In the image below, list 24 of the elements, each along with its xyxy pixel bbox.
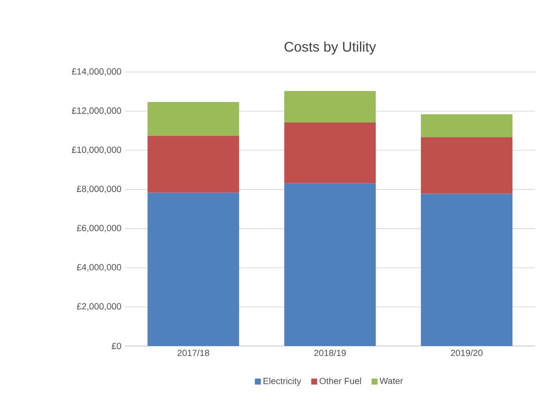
y-tick-label: £14,000,000 — [72, 68, 122, 76]
y-tick-label: £8,000,000 — [76, 186, 122, 194]
x-tick-label: 2017/18 — [178, 350, 210, 356]
bar — [148, 192, 240, 346]
legend-label: Water — [380, 378, 403, 384]
bar — [420, 114, 512, 138]
bar — [284, 183, 376, 346]
legend-label: Other Fuel — [320, 378, 361, 384]
bar — [420, 137, 512, 194]
bar — [420, 194, 512, 346]
x-tick-label: 2018/19 — [314, 350, 346, 356]
y-tick-label: £6,000,000 — [76, 224, 122, 232]
chart-title: Costs by Utility — [284, 41, 376, 54]
bar — [148, 136, 240, 193]
y-tick-label: £12,000,000 — [72, 107, 122, 115]
legend-label: Electricity — [264, 378, 302, 386]
x-tick-label: 2019/20 — [450, 350, 483, 356]
y-tick-label: £4,000,000 — [76, 264, 122, 272]
bar — [148, 102, 240, 136]
bar — [284, 90, 376, 122]
bar — [284, 122, 376, 184]
y-tick-label: £10,000,000 — [72, 146, 122, 154]
y-tick-label: £0 — [112, 342, 122, 350]
y-tick-label: £2,000,000 — [76, 303, 122, 311]
